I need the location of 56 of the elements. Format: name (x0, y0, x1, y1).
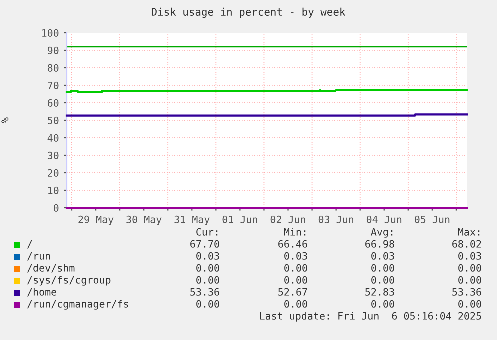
text: 0.00 (284, 300, 308, 308)
x-tick-label: 01 Jun (222, 216, 258, 224)
text: 52.67 (278, 288, 308, 296)
y-tick-label: 40 (48, 134, 59, 142)
text: 0.00 (284, 276, 308, 284)
x-tick-label: 04 Jun (366, 216, 402, 224)
text: 0.03 (458, 252, 482, 260)
y-tick-label: 70 (48, 82, 59, 90)
legend-label: /run (28, 252, 50, 261)
text: Cur: (196, 228, 218, 236)
y-tick-label: 90 (48, 46, 59, 54)
text: 53.36 (452, 288, 482, 296)
text: 0.00 (196, 300, 220, 308)
legend-label: /dev/shm (28, 264, 75, 273)
legend-label: / (28, 240, 32, 249)
x-tick-label: 30 May (126, 216, 162, 226)
y-tick-label: 100 (42, 29, 59, 37)
text: 0.00 (372, 300, 394, 308)
text: Min: (284, 228, 306, 236)
legend-label: /home (28, 288, 57, 297)
text: 0.00 (196, 264, 220, 272)
text: Last update: Fri Jun 6 05:16:04 2025 (260, 312, 482, 322)
text: 53.36 (190, 288, 220, 296)
chart-title: Disk usage in percent - by week (152, 8, 346, 18)
text: 66.46 (278, 240, 308, 248)
legend-label: /run/cgmanager/fs (28, 300, 128, 310)
legend-label: /sys/fs/cgroup (28, 276, 111, 286)
y-tick-label: 60 (48, 99, 59, 107)
text: 66.98 (366, 240, 394, 248)
text: 0.00 (284, 264, 308, 272)
text: 0.03 (372, 252, 394, 260)
text: Max: (458, 228, 480, 236)
y-tick-label: 80 (48, 64, 59, 72)
text: 52.83 (366, 288, 394, 296)
text: 0.03 (196, 252, 220, 260)
y-axis-title: % (2, 118, 9, 124)
x-tick-label: 03 Jun (318, 216, 354, 224)
y-tick-label: 0 (54, 204, 59, 212)
x-tick-label: 31 May (174, 216, 210, 226)
text: 67.70 (190, 240, 220, 248)
text: 0.00 (458, 264, 482, 272)
x-tick-label: 02 Jun (270, 216, 306, 224)
text: 0.03 (284, 252, 308, 260)
x-tick-label: 05 Jun (415, 216, 450, 224)
y-tick-label: 10 (48, 186, 59, 194)
text: 68.02 (452, 240, 482, 248)
text: 0.00 (372, 264, 394, 272)
y-tick-label: 30 (48, 152, 59, 160)
text: 0.00 (372, 276, 394, 284)
y-tick-label: 20 (48, 169, 59, 177)
text: 0.00 (196, 276, 220, 284)
text: 0.00 (458, 300, 482, 308)
y-tick-label: 50 (48, 116, 59, 124)
x-tick-label: 29 May (78, 216, 114, 226)
text: Avg: (371, 228, 393, 238)
text: 0.00 (458, 276, 482, 284)
